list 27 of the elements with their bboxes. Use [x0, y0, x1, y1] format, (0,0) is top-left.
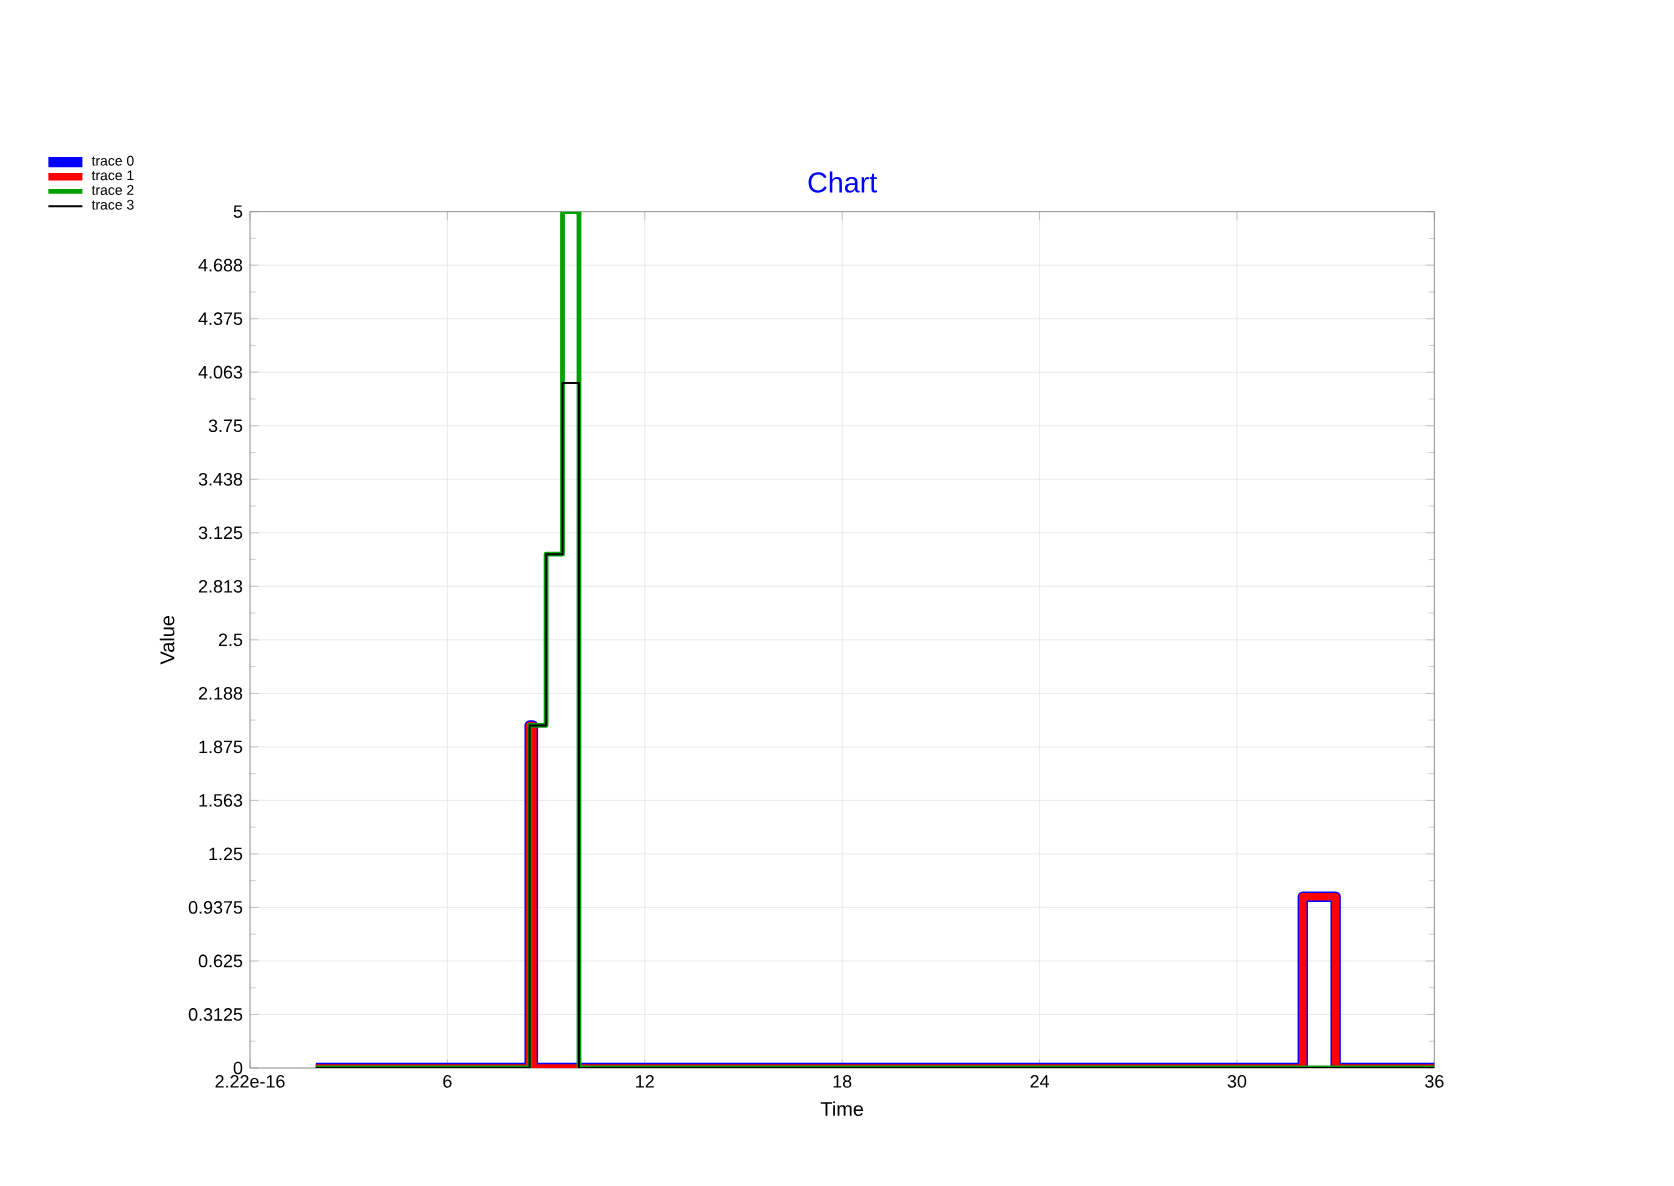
y-tick-label: 0.625: [198, 954, 243, 968]
x-tick-label: 36: [1425, 1075, 1444, 1088]
y-tick-label: 2.188: [198, 686, 243, 700]
y-tick-label: 1.563: [199, 794, 243, 807]
y-tick-label: 1.875: [199, 740, 243, 754]
x-axis-title: Time: [820, 1101, 864, 1117]
y-tick-label: 0.9375: [188, 901, 243, 914]
x-tick-label: 24: [1030, 1075, 1049, 1088]
x-tick-label: 18: [833, 1075, 852, 1088]
y-tick-label: 3.438: [198, 472, 243, 486]
y-tick-label: 0: [233, 1061, 243, 1075]
y-tick-label: 4.375: [198, 312, 243, 326]
x-tick-label: 6: [443, 1075, 452, 1088]
y-axis-title: Value: [159, 615, 175, 665]
y-tick-label: 2.5: [218, 633, 243, 647]
x-tick-label: 12: [636, 1075, 654, 1088]
y-tick-label: 2.813: [198, 579, 243, 593]
y-tick-label: 5: [233, 205, 243, 218]
chart-title: Chart: [808, 171, 878, 193]
x-tick-label: 30: [1227, 1075, 1247, 1088]
y-tick-label: 0.3125: [188, 1008, 243, 1021]
y-tick-label: 1.25: [209, 847, 243, 861]
y-tick-label: 4.063: [198, 365, 243, 379]
y-tick-label: 3.125: [198, 526, 243, 540]
x-tick-label: 2.22e-16: [215, 1075, 285, 1088]
y-tick-label: 4.688: [198, 258, 243, 272]
y-tick-label: 3.75: [208, 419, 243, 433]
